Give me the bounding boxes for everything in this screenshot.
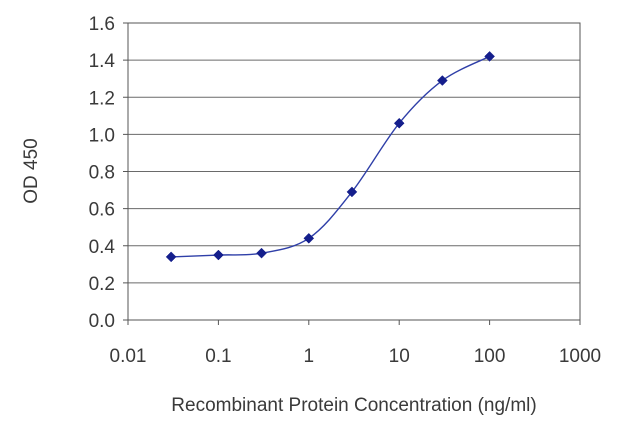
y-tick-label: 0.8: [89, 163, 115, 184]
y-tick-label: 1.4: [89, 51, 116, 72]
grid-lines: [128, 59, 580, 284]
x-tick-label: 1: [304, 346, 315, 367]
data-point: [346, 186, 358, 198]
y-tick-label: 0.0: [89, 311, 115, 332]
data-point: [393, 117, 405, 129]
data-point: [256, 247, 267, 259]
data-point: [165, 251, 177, 263]
y-tick-label: 0.4: [89, 237, 116, 258]
x-tick-label: 0.1: [205, 346, 231, 367]
x-tick-label: 100: [474, 346, 506, 367]
x-tick-label: 0.01: [110, 346, 147, 367]
data-point: [303, 232, 315, 244]
x-axis: 0.01 0.1 1 10 100 1000: [110, 320, 601, 367]
y-tick-label: 0.6: [89, 200, 115, 221]
data-series: [165, 51, 495, 263]
data-point: [213, 249, 224, 261]
data-point: [436, 75, 448, 86]
x-axis-title: Recombinant Protein Concentration (ng/ml…: [171, 395, 536, 416]
y-axis: 0.0 0.2 0.4 0.6 0.8 1.0 1.2 1.4 1.6: [89, 14, 128, 332]
y-tick-label: 1.2: [89, 88, 115, 109]
y-tick-label: 1.6: [89, 14, 115, 35]
x-tick-label: 1000: [559, 346, 601, 367]
x-tick-label: 10: [389, 346, 410, 367]
y-tick-label: 1.0: [89, 125, 115, 146]
y-axis-title: OD 450: [21, 138, 42, 203]
series-line: [171, 55, 490, 258]
y-tick-label: 0.2: [89, 274, 115, 295]
data-point: [484, 51, 495, 62]
